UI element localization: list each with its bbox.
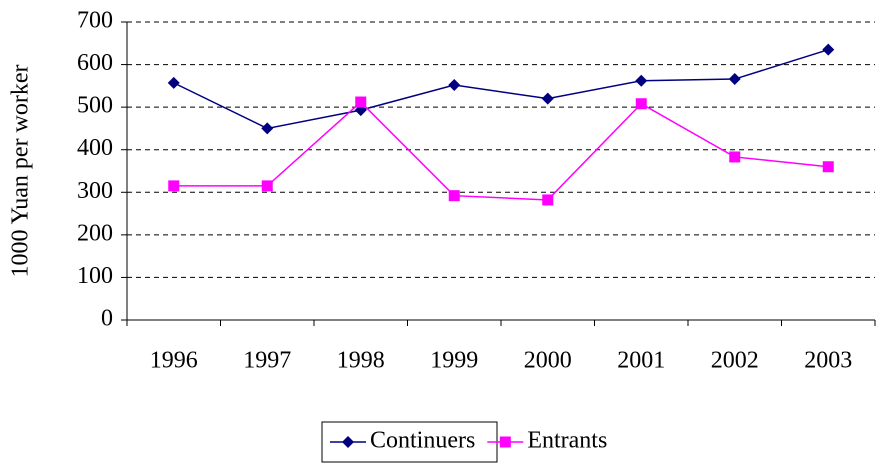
x-tick-label: 2000 <box>524 348 572 374</box>
data-point <box>355 96 367 108</box>
data-point <box>261 122 274 135</box>
y-tick-label: 100 <box>77 263 113 289</box>
data-point <box>728 73 741 86</box>
y-tick-label: 500 <box>77 93 113 119</box>
data-point <box>168 180 180 192</box>
data-point <box>822 43 835 56</box>
y-tick-label: 400 <box>77 135 113 161</box>
legend-label: Continuers <box>370 428 475 454</box>
legend-marker <box>342 436 354 448</box>
data-point <box>822 161 834 173</box>
x-tick-label: 1997 <box>243 348 291 374</box>
y-tick-label: 200 <box>77 220 113 246</box>
legend-marker <box>499 436 511 448</box>
y-tick-label: 0 <box>101 306 113 332</box>
data-point <box>729 151 741 163</box>
x-tick-label: 2003 <box>804 348 852 374</box>
x-tick-label: 2001 <box>617 348 665 374</box>
x-tick-label: 1998 <box>337 348 385 374</box>
data-point <box>261 180 273 192</box>
data-point <box>635 98 647 110</box>
legend-label: Entrants <box>527 428 607 454</box>
y-axis-label: 1000 Yuan per worker <box>8 64 34 277</box>
data-point <box>448 190 460 202</box>
data-point <box>448 79 461 92</box>
y-tick-label: 300 <box>77 178 113 204</box>
x-tick-label: 1999 <box>430 348 478 374</box>
x-tick-label: 2002 <box>711 348 759 374</box>
series-line <box>173 101 829 201</box>
data-point <box>542 194 554 206</box>
x-tick-label: 1996 <box>150 348 198 374</box>
data-point <box>635 74 648 87</box>
y-tick-label: 700 <box>77 8 113 34</box>
data-point <box>541 92 554 105</box>
y-tick-label: 600 <box>77 50 113 76</box>
series-line <box>173 48 829 130</box>
data-point <box>167 76 180 89</box>
